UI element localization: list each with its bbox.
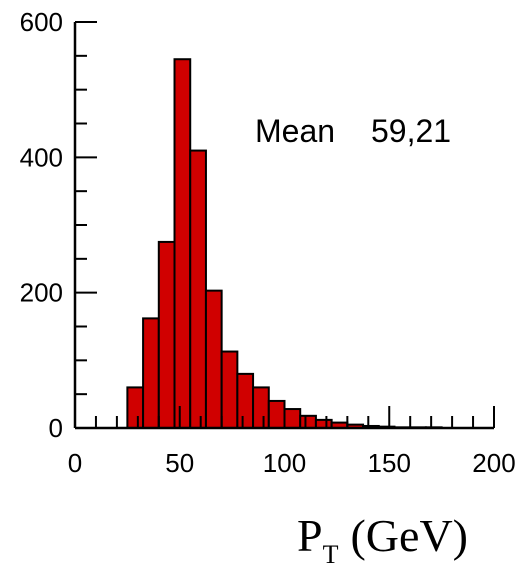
histogram-bar bbox=[157, 240, 176, 429]
histogram-bar bbox=[267, 399, 286, 429]
x-axis-label-subscript: T bbox=[323, 540, 339, 566]
x-axis-label-main: P bbox=[297, 510, 323, 561]
tick-labels: 0 50 100 150 200 0 200 400 600 bbox=[20, 7, 516, 478]
histogram-bar bbox=[283, 408, 302, 429]
histogram-bar bbox=[252, 386, 270, 429]
x-axis-label: PT (GeV) bbox=[297, 510, 468, 566]
histogram-bar bbox=[142, 317, 160, 430]
x-tick-label: 50 bbox=[165, 448, 194, 478]
histogram-bar bbox=[236, 372, 255, 429]
histogram-bar bbox=[220, 350, 239, 430]
histogram-bar bbox=[126, 386, 145, 429]
y-tick-label: 200 bbox=[20, 278, 63, 308]
y-tick-label: 600 bbox=[20, 7, 63, 37]
x-tick-label: 200 bbox=[472, 448, 515, 478]
histogram-bar bbox=[204, 289, 223, 430]
x-axis-label-unit: (GeV) bbox=[350, 510, 468, 561]
axes bbox=[73, 22, 494, 430]
x-tick-label: 0 bbox=[68, 448, 82, 478]
histogram-bar bbox=[299, 414, 317, 430]
ticks bbox=[74, 21, 495, 429]
stats-label: Mean bbox=[255, 113, 335, 149]
y-tick-label: 0 bbox=[49, 413, 63, 443]
x-tick-label: 100 bbox=[263, 448, 306, 478]
histogram-bars bbox=[126, 58, 443, 430]
histogram-bar bbox=[173, 58, 192, 429]
x-tick-label: 150 bbox=[368, 448, 411, 478]
y-tick-label: 400 bbox=[20, 142, 63, 172]
stats-value: 59,21 bbox=[371, 113, 451, 149]
histogram-bar bbox=[189, 149, 207, 429]
